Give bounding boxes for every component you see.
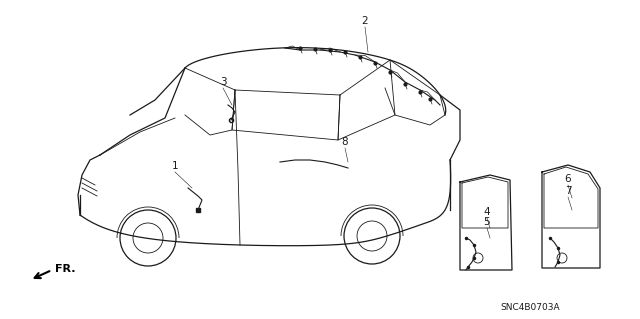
Text: 3: 3 [220, 77, 227, 87]
Text: 2: 2 [362, 16, 368, 26]
Text: 8: 8 [342, 137, 348, 147]
Text: FR.: FR. [55, 264, 76, 274]
Text: 7: 7 [564, 186, 572, 196]
Text: 6: 6 [564, 174, 572, 184]
Text: 4: 4 [484, 207, 490, 217]
Text: 1: 1 [172, 161, 179, 171]
Text: SNC4B0703A: SNC4B0703A [500, 303, 560, 313]
Text: 5: 5 [484, 217, 490, 227]
